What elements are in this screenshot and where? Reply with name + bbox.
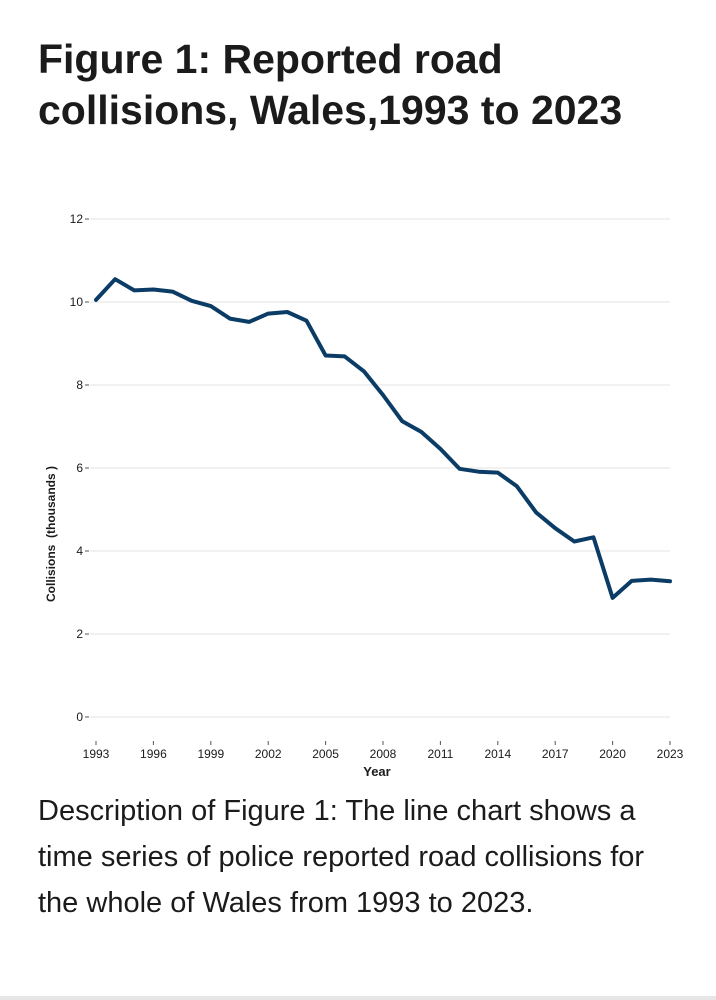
gridlines	[90, 218, 670, 718]
x-tick-label-1996: 1996	[140, 747, 167, 761]
x-tick-label-2023: 2023	[657, 747, 684, 761]
y-tick-label-0: 0	[76, 710, 83, 724]
x-tick-label-1993: 1993	[83, 747, 110, 761]
x-axis: 1993 1996 1999 2002 2005 2008 2011 2014 2017 2020…	[83, 741, 684, 761]
x-tick-label-2017: 2017	[542, 747, 569, 761]
y-axis-title: Collisions (thousands )	[44, 466, 58, 602]
x-tick-label-2005: 2005	[312, 747, 339, 761]
y-tick-label-4: 4	[76, 544, 83, 558]
y-tick-label-8: 8	[76, 378, 83, 392]
x-tick-label-2002: 2002	[255, 747, 282, 761]
x-tick-label-2020: 2020	[599, 747, 626, 761]
x-tick-label-2014: 2014	[484, 747, 511, 761]
y-tick-label-2: 2	[76, 627, 83, 641]
y-axis: 0 2 4 6 8 10 12	[70, 212, 89, 724]
y-tick-label-12: 12	[70, 212, 84, 226]
x-tick-label-2011: 2011	[427, 747, 453, 761]
bottom-divider	[0, 996, 716, 1000]
x-axis-title: Year	[363, 764, 390, 779]
x-tick-label-2008: 2008	[370, 747, 397, 761]
series-line-0	[94, 277, 672, 600]
figure-description: Description of Figure 1: The line chart …	[38, 795, 645, 919]
series-layer	[94, 277, 672, 600]
y-tick-label-6: 6	[76, 461, 83, 475]
chart-svg: 0 2 4 6 8 10 12 1993 1996 1999 2002 2005 2008 2011 20…	[44, 212, 684, 779]
page-title: Figure 1: Reported road collisions, Wale…	[38, 36, 623, 133]
y-tick-label-10: 10	[70, 295, 84, 309]
line-chart: 0 2 4 6 8 10 12 1993 1996 1999 2002 2005 2008 2011 20…	[0, 200, 716, 790]
x-tick-label-1999: 1999	[197, 747, 224, 761]
